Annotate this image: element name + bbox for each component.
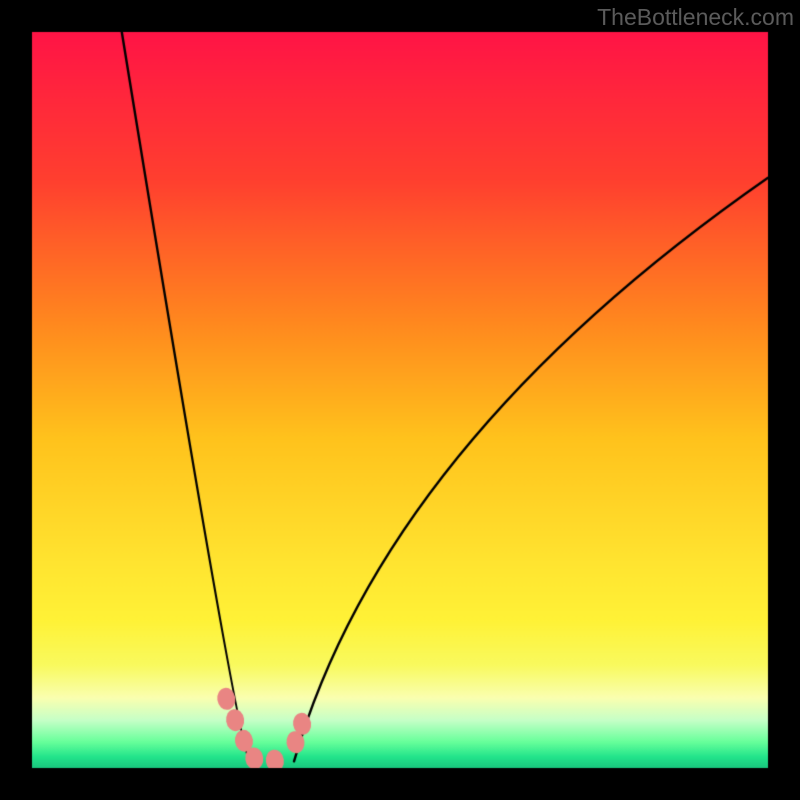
chart-stage: TheBottleneck.com (0, 0, 800, 800)
watermark-label: TheBottleneck.com (597, 4, 794, 31)
bottleneck-chart (0, 0, 800, 800)
